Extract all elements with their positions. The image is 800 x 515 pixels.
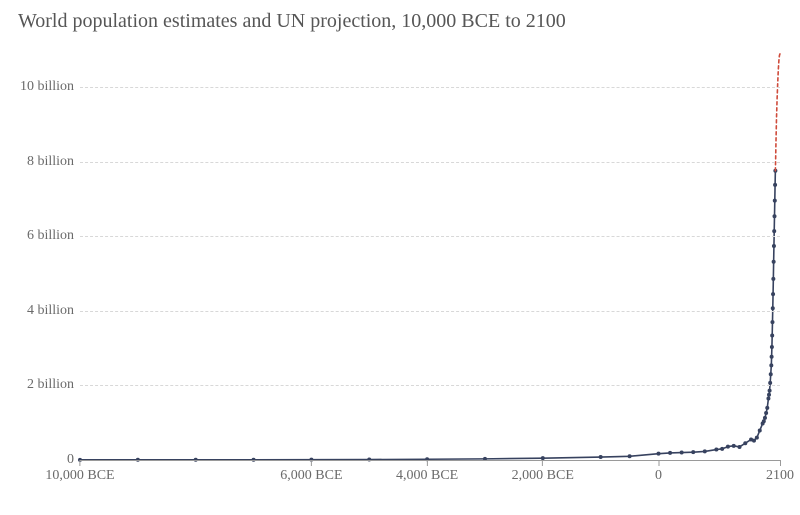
data-point [768, 381, 772, 385]
projection-line [775, 54, 780, 171]
data-point [770, 320, 774, 324]
x-tick: 6,000 BCE [280, 460, 342, 484]
data-point [769, 363, 773, 367]
data-point [680, 451, 684, 455]
x-tick-label: 10,000 BCE [45, 468, 114, 484]
data-point [772, 229, 776, 233]
data-point [771, 277, 775, 281]
data-point [691, 450, 695, 454]
data-point [772, 244, 776, 248]
y-tick-label: 2 billion [27, 377, 74, 393]
data-point [765, 406, 769, 410]
gridline [80, 236, 780, 237]
data-point [773, 199, 777, 203]
data-point [599, 455, 603, 459]
data-point [755, 436, 759, 440]
gridline [80, 311, 780, 312]
gridline [80, 87, 780, 88]
data-point [714, 448, 718, 452]
x-tick-mark [427, 460, 428, 466]
x-tick-mark [780, 460, 781, 466]
x-tick-label: 0 [655, 468, 662, 484]
data-point [771, 306, 775, 310]
x-tick-label: 6,000 BCE [280, 468, 342, 484]
data-point [770, 345, 774, 349]
x-tick-label: 4,000 BCE [396, 468, 458, 484]
data-point [758, 429, 762, 433]
data-point [769, 372, 773, 376]
y-tick-label: 4 billion [27, 303, 74, 319]
gridline [80, 385, 780, 386]
data-point [703, 449, 707, 453]
chart-title: World population estimates and UN projec… [18, 10, 566, 33]
y-tick-label: 6 billion [27, 228, 74, 244]
data-point [770, 355, 774, 359]
y-tick-label: 8 billion [27, 154, 74, 170]
x-tick: 2,000 BCE [512, 460, 574, 484]
data-point [726, 445, 730, 449]
x-tick: 2100 [766, 460, 794, 484]
population-chart: World population estimates and UN projec… [0, 0, 800, 515]
x-tick: 0 [655, 460, 662, 484]
y-tick-label: 10 billion [20, 79, 74, 95]
x-tick-mark [311, 460, 312, 466]
data-point [657, 452, 661, 456]
x-tick-mark [658, 460, 659, 466]
data-point [628, 454, 632, 458]
data-point [773, 183, 777, 187]
plot-area: 02 billion4 billion6 billion8 billion10 … [80, 50, 780, 460]
x-tick-label: 2,000 BCE [512, 468, 574, 484]
data-point [771, 292, 775, 296]
data-point [752, 439, 756, 443]
data-point [767, 393, 771, 397]
data-point [732, 444, 736, 448]
data-point [772, 260, 776, 264]
gridline [80, 162, 780, 163]
data-point [770, 334, 774, 338]
data-point [763, 416, 767, 420]
x-tick-label: 2100 [766, 468, 794, 484]
data-point [768, 389, 772, 393]
data-point [773, 214, 777, 218]
chart-svg [80, 50, 780, 460]
historical-line [80, 171, 775, 460]
x-tick: 10,000 BCE [45, 460, 114, 484]
data-point [738, 445, 742, 449]
x-tick: 4,000 BCE [396, 460, 458, 484]
data-point [668, 451, 672, 455]
data-point [766, 397, 770, 401]
data-point [764, 411, 768, 415]
data-point [743, 441, 747, 445]
x-tick-mark [79, 460, 80, 466]
x-tick-mark [542, 460, 543, 466]
data-point [720, 447, 724, 451]
